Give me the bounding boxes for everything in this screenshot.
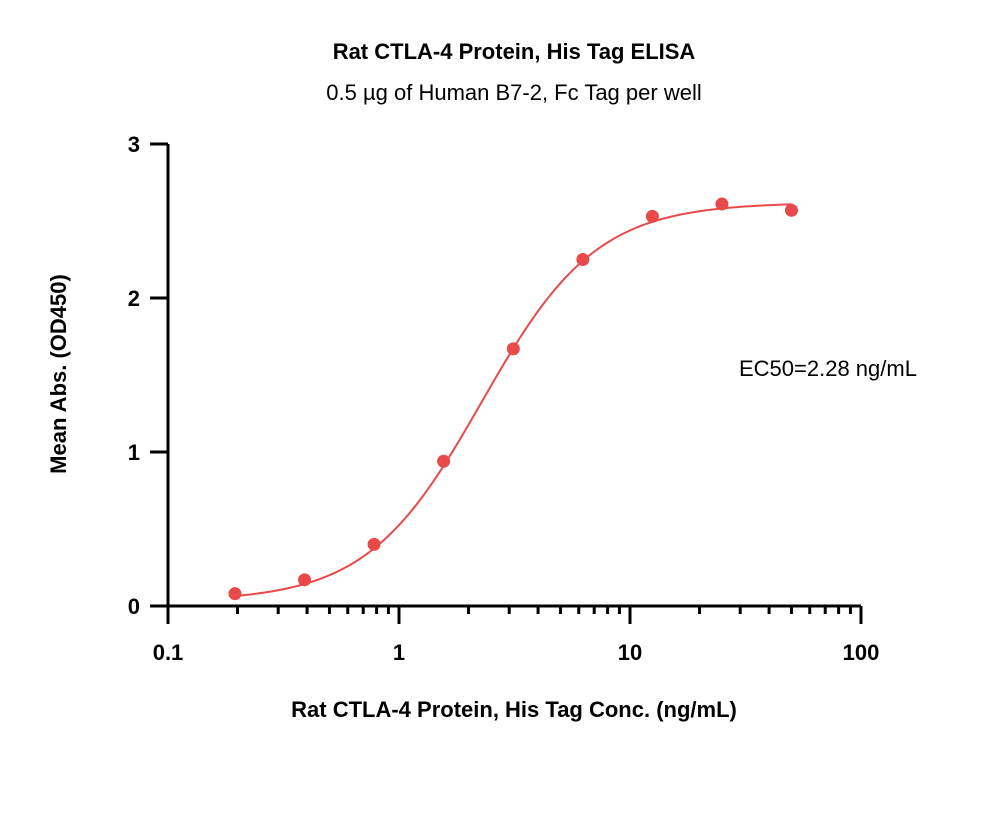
x-tick-label: 100: [843, 640, 880, 665]
data-point: [506, 342, 520, 356]
ec50-annotation: EC50=2.28 ng/mL: [739, 356, 917, 381]
y-ticks: 0 1 2 3: [128, 132, 168, 619]
y-tick-label: 1: [128, 440, 140, 465]
chart-title: Rat CTLA-4 Protein, His Tag ELISA: [333, 39, 696, 64]
data-point: [437, 454, 451, 468]
data-points: [228, 197, 798, 601]
fit-curve: [234, 203, 792, 598]
data-point: [367, 537, 381, 551]
y-tick-label: 3: [128, 132, 140, 157]
data-point: [228, 587, 242, 601]
x-tick-label: 1: [393, 640, 405, 665]
x-tick-label: 10: [618, 640, 642, 665]
data-point: [576, 253, 590, 266]
x-axis-label: Rat CTLA-4 Protein, His Tag Conc. (ng/mL…: [291, 697, 737, 722]
data-point: [784, 203, 798, 217]
chart-subtitle: 0.5 µg of Human B7-2, Fc Tag per well: [326, 80, 701, 105]
y-tick-label: 0: [128, 594, 140, 619]
x-tick-label: 0.1: [153, 640, 184, 665]
y-tick-label: 2: [128, 286, 140, 311]
y-axis-label: Mean Abs. (OD450): [46, 274, 71, 474]
x-ticks: 0.1 1 10 100: [153, 606, 880, 665]
data-point: [715, 197, 729, 211]
axes: 0 1 2 3 0.1 1 10 100: [128, 132, 880, 665]
data-point: [298, 573, 312, 587]
data-point: [645, 209, 659, 223]
